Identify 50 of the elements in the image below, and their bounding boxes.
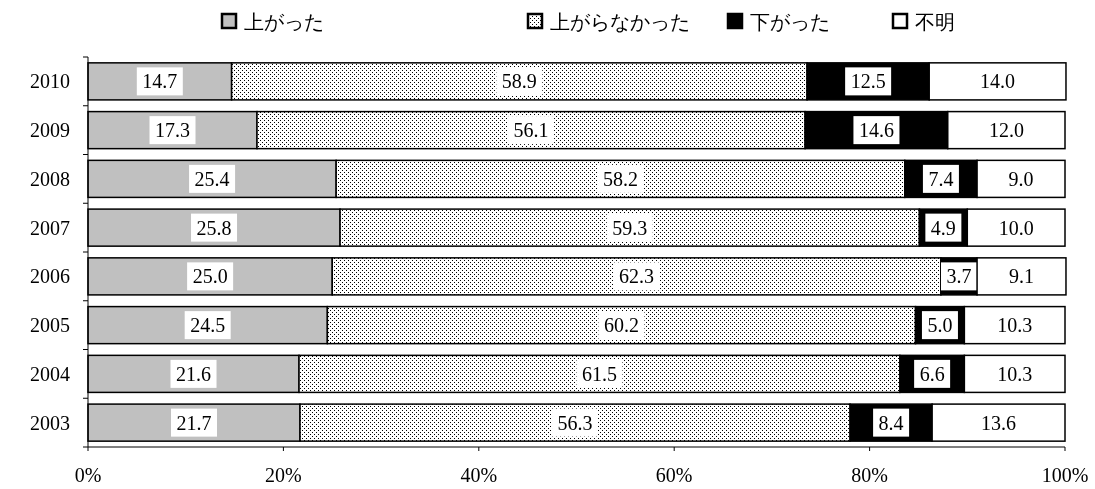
y-tick-label: 2003 bbox=[30, 411, 70, 434]
y-tick-label: 2007 bbox=[30, 216, 70, 239]
data-label: 25.0 bbox=[192, 265, 228, 288]
data-label: 60.2 bbox=[603, 314, 639, 337]
data-label: 10.0 bbox=[998, 216, 1034, 239]
data-label: 58.9 bbox=[501, 70, 537, 93]
data-label: 12.5 bbox=[850, 70, 886, 93]
legend-label: 下がった bbox=[750, 11, 830, 33]
x-tick-label: 80% bbox=[851, 464, 888, 486]
y-tick-label: 2009 bbox=[30, 119, 70, 142]
legend-label: 上がった bbox=[244, 11, 324, 33]
data-label: 3.7 bbox=[946, 265, 972, 288]
data-label: 12.0 bbox=[988, 119, 1024, 142]
x-tick-label: 20% bbox=[265, 464, 302, 486]
data-label: 9.1 bbox=[1009, 265, 1035, 288]
data-label: 14.6 bbox=[858, 119, 894, 142]
data-label: 61.5 bbox=[581, 362, 617, 385]
data-label: 13.6 bbox=[981, 411, 1017, 434]
data-label: 56.3 bbox=[557, 411, 593, 434]
x-tick-label: 0% bbox=[74, 464, 102, 486]
data-label: 9.0 bbox=[1008, 167, 1034, 190]
data-label: 56.1 bbox=[513, 119, 549, 142]
y-tick-label: 2005 bbox=[30, 314, 70, 337]
y-tick-label: 2004 bbox=[30, 362, 70, 385]
data-label: 21.7 bbox=[176, 411, 212, 434]
data-label: 17.3 bbox=[155, 119, 191, 142]
data-label: 62.3 bbox=[619, 265, 655, 288]
data-label: 7.4 bbox=[928, 167, 954, 190]
data-label: 8.4 bbox=[878, 411, 904, 434]
y-tick-label: 2006 bbox=[30, 265, 70, 288]
data-label: 14.7 bbox=[142, 70, 178, 93]
y-tick-label: 2010 bbox=[30, 70, 70, 93]
x-tick-label: 40% bbox=[460, 464, 498, 486]
data-label: 14.0 bbox=[980, 70, 1016, 93]
data-label: 25.8 bbox=[196, 216, 232, 239]
x-tick-label: 60% bbox=[655, 464, 693, 486]
data-label: 58.2 bbox=[602, 167, 638, 190]
x-tick-label: 100% bbox=[1041, 464, 1089, 486]
data-label: 4.9 bbox=[930, 216, 956, 239]
data-label: 10.3 bbox=[997, 362, 1033, 385]
y-tick-label: 2008 bbox=[30, 167, 70, 190]
data-label: 25.4 bbox=[194, 167, 230, 190]
data-label: 59.3 bbox=[612, 216, 648, 239]
data-label: 21.6 bbox=[176, 362, 212, 385]
data-label: 24.5 bbox=[190, 314, 226, 337]
data-label: 6.6 bbox=[919, 362, 945, 385]
data-label: 5.0 bbox=[927, 314, 953, 337]
data-label: 10.3 bbox=[997, 314, 1033, 337]
legend-label: 不明 bbox=[915, 11, 955, 33]
legend-label: 上がらなかった bbox=[550, 11, 690, 33]
